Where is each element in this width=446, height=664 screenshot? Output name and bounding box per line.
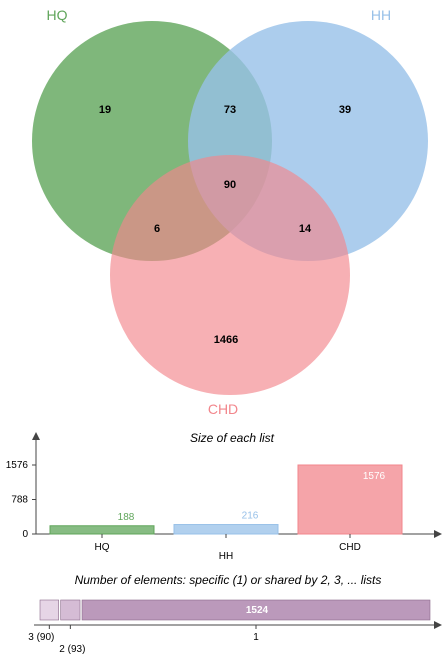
shared-elements-title: Number of elements: specific (1) or shar… (75, 573, 382, 587)
segment-1 (39, 599, 59, 621)
bar-value-label: 1576 (363, 471, 386, 482)
segment-2 (60, 599, 81, 621)
venn-diagram: HQ HH CHD 19 39 1466 73 6 14 90 (32, 7, 428, 417)
venn-circle-chd (110, 155, 350, 395)
list-size-chart: Size of each list 0 788 1576 HQ 188 HH 216 CHD… (6, 431, 442, 562)
segment-tick-label: 2 (93) (59, 644, 85, 655)
venn-region-hh-chd: 14 (299, 223, 312, 235)
venn-region-hq-chd: 6 (154, 223, 160, 235)
segment-tick-label: 1 (253, 632, 259, 643)
y-tick-label: 788 (11, 495, 28, 506)
shared-elements-chart: Number of elements: specific (1) or shar… (28, 573, 442, 655)
bar-value-label: 216 (242, 511, 259, 522)
bar-hq (49, 525, 155, 535)
y-tick-label: 0 (22, 529, 28, 540)
venn-set-label-chd: CHD (208, 401, 238, 417)
x-tick-label: HQ (95, 542, 110, 553)
x-tick-label: HH (219, 551, 233, 562)
list-size-title: Size of each list (190, 431, 275, 445)
segment-tick-label: 3 (90) (28, 632, 54, 643)
y-tick-label: 1576 (6, 460, 29, 471)
x-axis-arrow (434, 530, 442, 538)
venn-region-hq-only: 19 (99, 104, 111, 116)
segment-3 (81, 599, 431, 621)
segment-value-label: 1524 (246, 605, 269, 616)
venn-region-hh-only: 39 (339, 104, 351, 116)
venn-region-chd-only: 1466 (214, 334, 238, 346)
venn-set-label-hq: HQ (47, 7, 68, 23)
x-tick-label: CHD (339, 542, 361, 553)
bar-hh (173, 524, 279, 535)
bar-chd (297, 464, 403, 535)
y-axis-arrow (32, 432, 40, 440)
venn-region-hq-hh: 73 (224, 104, 236, 116)
shared-axis-arrow (434, 621, 442, 629)
venn-region-all: 90 (224, 179, 236, 191)
bar-value-label: 188 (118, 512, 135, 523)
venn-set-label-hh: HH (371, 7, 391, 23)
